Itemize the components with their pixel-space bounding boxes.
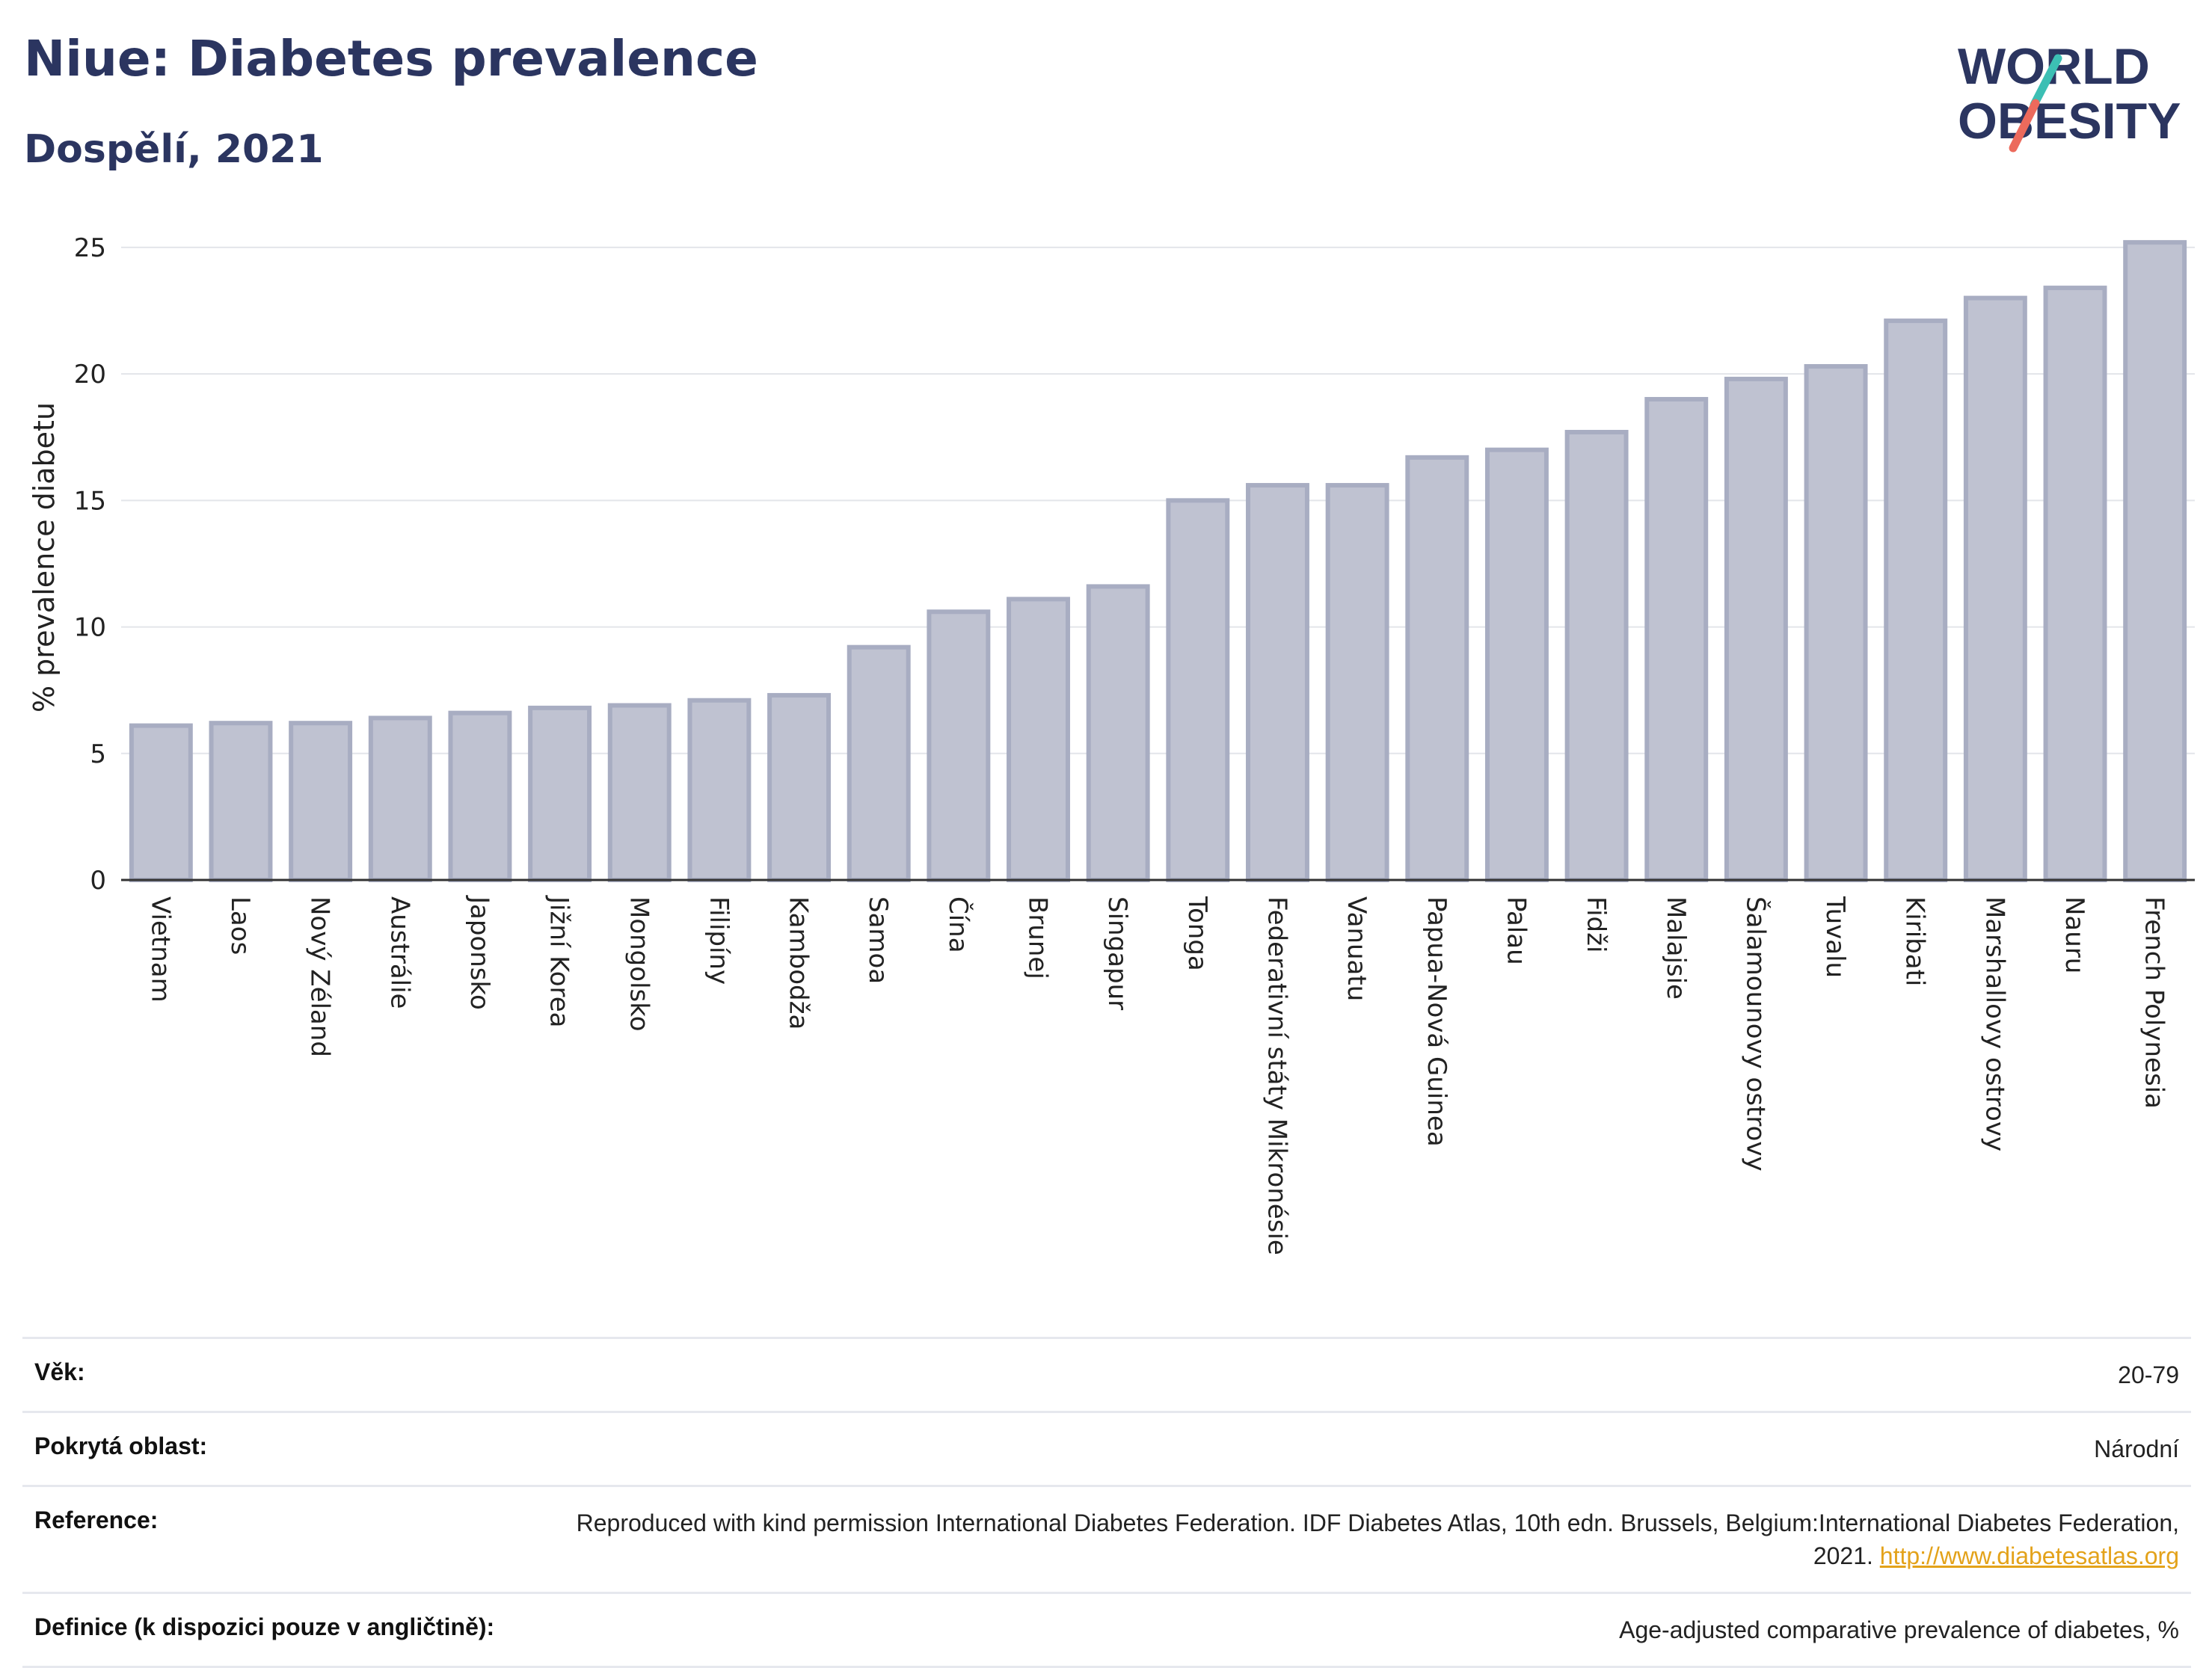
bar [1884, 318, 1948, 883]
meta-row: Definice (k dispozici pouze v angličtině… [22, 1592, 2191, 1668]
bar [528, 705, 592, 882]
bar [1963, 295, 2027, 882]
meta-label: Pokrytá oblast: [22, 1411, 507, 1486]
meta-value-text: 20-79 [2118, 1361, 2179, 1388]
meta-value: 20-79 [506, 1337, 2191, 1412]
grid-lines [121, 246, 2195, 754]
y-tick-label: 20 [74, 360, 106, 390]
meta-value-text: Národní [2094, 1435, 2179, 1462]
y-axis-label: % prevalence diabetu [28, 402, 61, 713]
x-tick-label: Vietnam [145, 896, 175, 1003]
meta-row: Reference: Reproduced with kind permissio… [22, 1485, 2191, 1593]
y-tick-labels: 0 5 10 15 20 25 [74, 233, 106, 896]
bar [1086, 584, 1150, 882]
x-tick-label: Marshallovy ostrovy [1979, 896, 2009, 1151]
x-tick-label: Kiribati [1900, 896, 1930, 986]
x-tick-label: Šalamounovy ostrovy [1740, 896, 1771, 1172]
bar [767, 692, 832, 882]
meta-value: Age-adjusted comparative prevalence of d… [506, 1592, 2191, 1668]
bar [289, 721, 353, 882]
bar [1007, 597, 1070, 882]
x-tick-label: Tuvalu [1820, 896, 1850, 978]
bar [1644, 396, 1709, 882]
bar [368, 715, 432, 883]
x-tick-label: Kambodža [784, 896, 814, 1030]
x-tick-label: Samoa [863, 896, 893, 984]
world-obesity-logo: WORLD OBESITY [1958, 38, 2181, 153]
x-tick-label: Japonsko [464, 895, 494, 1010]
x-tick-label: French Polynesia [2139, 896, 2169, 1109]
bar [847, 644, 911, 882]
meta-value-text: Age-adjusted comparative prevalence of d… [1619, 1616, 2179, 1643]
y-tick-label: 25 [74, 233, 106, 263]
x-tick-label: Jižní Korea [544, 895, 574, 1028]
x-tick-label: Malajsie [1661, 896, 1691, 1000]
meta-value: Národní [506, 1411, 2191, 1486]
x-tick-label: Singapur [1102, 896, 1132, 1010]
x-tick-label: Palau [1501, 896, 1531, 965]
reference-link[interactable]: http://www.diabetesatlas.org [1879, 1542, 2179, 1569]
bar [927, 609, 991, 882]
y-tick-label: 0 [90, 866, 106, 896]
x-tick-label: Nový Zéland [305, 896, 335, 1057]
logo-line2: OBESITY [1958, 93, 2181, 150]
bar [2043, 286, 2107, 882]
x-tick-label: Nauru [2059, 896, 2089, 973]
bar [1325, 483, 1389, 882]
meta-value-text: Reproduced with kind permission Internat… [576, 1509, 2179, 1569]
meta-row: Věk: 20-79 [22, 1337, 2191, 1412]
bar-chart: 0 5 10 15 20 25 Vietnam Laos Nový Zéland Austrál… [28, 233, 2195, 1255]
bar [1564, 429, 1629, 882]
bar [687, 698, 752, 883]
bar [1484, 447, 1549, 882]
y-tick-label: 5 [90, 739, 106, 769]
x-tick-label: Papua-Nová Guinea [1422, 896, 1451, 1147]
x-tick-label: Filipíny [704, 896, 734, 985]
bar [448, 710, 512, 883]
bar [607, 703, 672, 883]
x-tick-label: Vanuatu [1342, 896, 1371, 1001]
x-tick-labels: Vietnam Laos Nový Zéland Austrálie Japonsko J… [145, 895, 2169, 1255]
x-tick-label: Tonga [1182, 896, 1212, 971]
bar [1804, 363, 1868, 882]
logo-slash-top [2030, 54, 2062, 109]
y-tick-label: 15 [74, 486, 106, 516]
meta-row: Pokrytá oblast: Národní [22, 1411, 2191, 1486]
x-tick-label: Federativní státy Mikronésie [1262, 896, 1291, 1255]
bars [129, 240, 2187, 883]
x-tick-label: Brunej [1023, 896, 1053, 979]
bar [1166, 498, 1230, 883]
bar [1724, 376, 1788, 882]
x-tick-label: Čína [943, 896, 974, 953]
meta-label: Věk: [22, 1337, 507, 1412]
bar [2123, 240, 2187, 882]
x-tick-label: Fidži [1581, 896, 1611, 953]
page-title: Niue: Diabetes prevalence [24, 30, 758, 87]
page-subtitle: Dospělí, 2021 [24, 127, 324, 172]
meta-value: Reproduced with kind permission Internat… [506, 1485, 2191, 1593]
meta-label: Definice (k dispozici pouze v angličtině… [22, 1592, 507, 1668]
x-tick-label: Austrálie [384, 896, 414, 1009]
bar [1405, 455, 1469, 882]
meta-label: Reference: [22, 1485, 507, 1593]
x-tick-label: Laos [225, 896, 255, 955]
bar [1246, 483, 1309, 882]
metadata-table: Věk: 20-79 Pokrytá oblast: Národní Reference… [22, 1337, 2191, 1668]
x-tick-label: Mongolsko [624, 896, 654, 1032]
logo-slash-bottom [2009, 99, 2040, 153]
bar [129, 723, 193, 883]
bar [209, 721, 273, 882]
y-tick-label: 10 [74, 613, 106, 643]
